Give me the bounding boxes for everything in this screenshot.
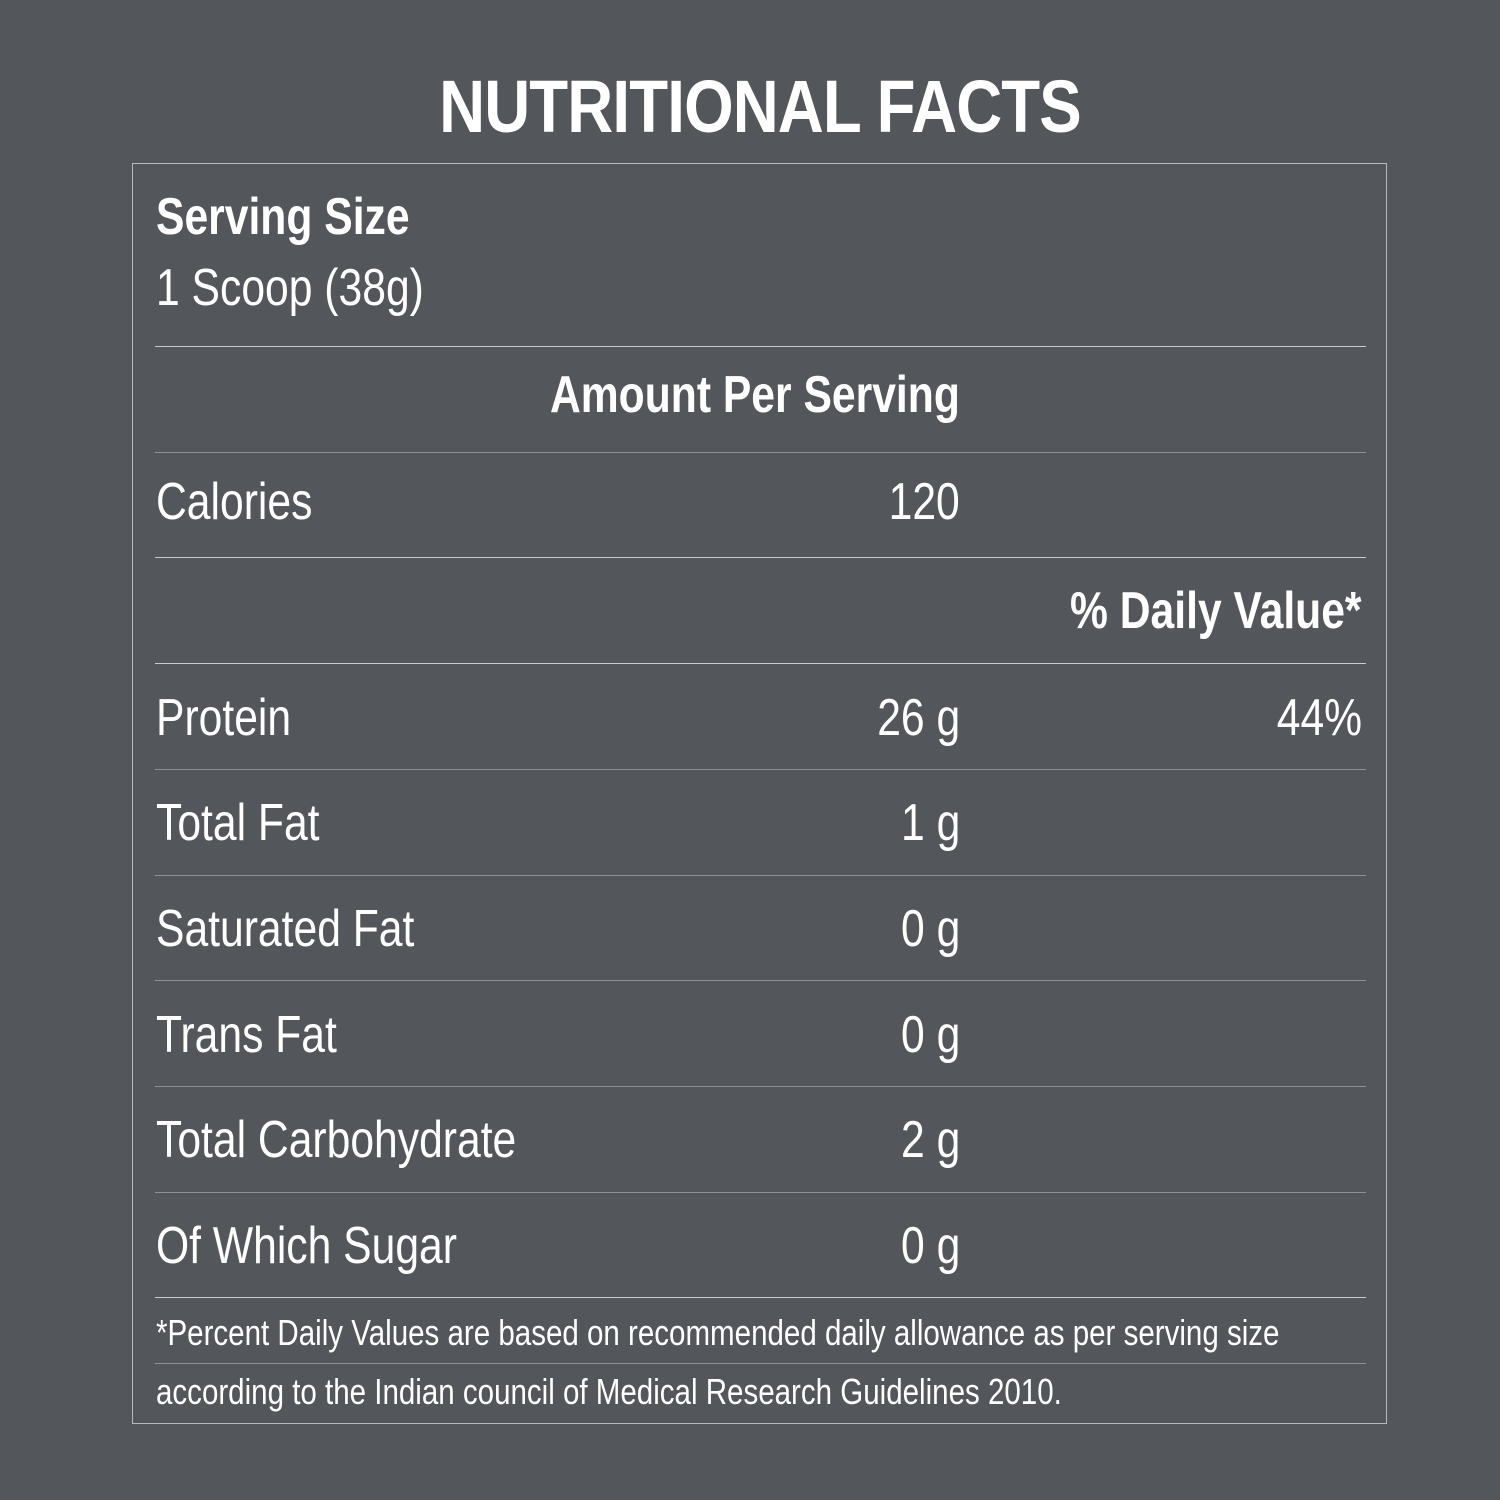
nutrient-label-total-carbohydrate: Total Carbohydrate [156,1111,517,1169]
nutrient-label-saturated-fat: Saturated Fat [156,900,415,958]
page-title: NUTRITIONAL FACTS [439,65,1082,148]
nutrient-amount-sugar: 0 g [900,1217,960,1275]
nutrient-amount-protein: 26 g [877,689,960,747]
divider [155,769,1366,770]
nutrient-label-sugar: Of Which Sugar [156,1217,457,1275]
divider [155,1297,1366,1298]
amount-per-serving-header: Amount Per Serving [550,366,960,424]
footnote-line-1: *Percent Daily Values are based on recom… [156,1312,1280,1353]
nutrient-label-trans-fat: Trans Fat [156,1006,337,1064]
footnote-line-2: according to the Indian council of Medic… [156,1371,1062,1412]
nutrient-label-protein: Protein [156,689,292,747]
calories-value: 120 [888,473,960,531]
serving-size-label: Serving Size [156,188,410,246]
nutrient-amount-saturated-fat: 0 g [900,900,960,958]
divider [155,980,1366,981]
nutrient-amount-total-fat: 1 g [900,794,960,852]
divider [155,346,1366,347]
calories-label: Calories [156,473,313,531]
nutrition-table [132,163,1387,1424]
divider [155,557,1366,558]
nutrient-label-total-fat: Total Fat [156,794,320,852]
daily-value-header: % Daily Value* [1070,582,1362,640]
divider [155,452,1366,453]
divider [155,1192,1366,1193]
divider [155,875,1366,876]
nutrient-dv-protein: 44% [1276,689,1362,747]
nutrient-amount-trans-fat: 0 g [900,1006,960,1064]
divider [155,1363,1366,1364]
divider [155,663,1366,664]
divider [155,1086,1366,1087]
nutrient-amount-total-carbohydrate: 2 g [900,1111,960,1169]
serving-size-value: 1 Scoop (38g) [156,259,424,317]
